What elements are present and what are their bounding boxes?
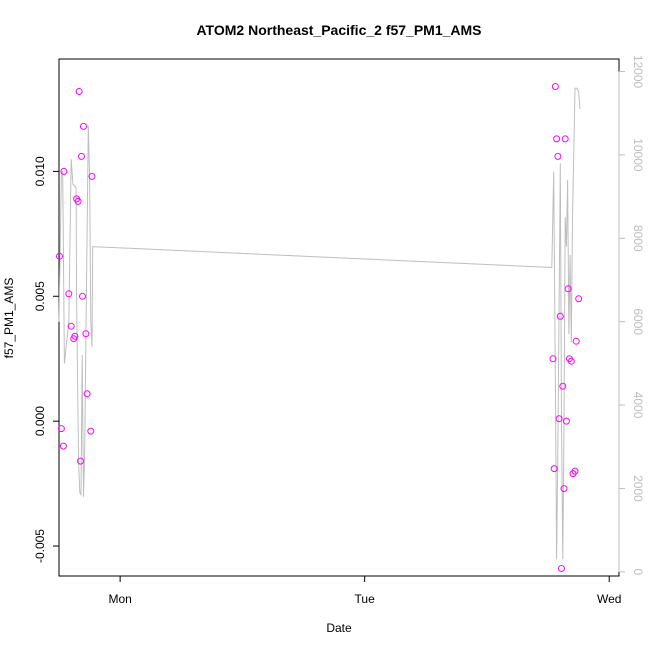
data-point <box>83 390 91 398</box>
data-point <box>78 152 85 160</box>
data-point <box>560 485 568 493</box>
data-point <box>71 332 79 340</box>
y-axis-right: 0 2000 4000 6000 8000 10000 12000 <box>618 55 645 575</box>
data-point <box>551 83 559 90</box>
data-point <box>558 565 565 572</box>
data-point <box>562 417 570 425</box>
data-point <box>550 465 558 473</box>
scatter-series <box>56 83 583 572</box>
data-point <box>554 152 562 160</box>
data-point <box>59 442 67 450</box>
data-point <box>88 172 96 180</box>
data-point <box>553 135 561 143</box>
data-point <box>575 295 583 303</box>
y2-tick-label: 10000 <box>631 138 645 172</box>
y2-tick-label: 0 <box>631 568 645 575</box>
x-tick-label: Tue <box>355 592 376 606</box>
y2-tick-label: 6000 <box>631 308 645 335</box>
data-point <box>561 135 569 143</box>
y-axis-left: -0.005 0.000 0.005 0.010 <box>33 156 60 563</box>
y2-tick-label: 12000 <box>631 55 645 89</box>
data-point <box>567 357 575 365</box>
data-point <box>60 167 68 175</box>
y-tick-label: 0.010 <box>33 156 47 186</box>
y-tick-label: -0.005 <box>33 529 47 563</box>
x-tick-label: Mon <box>108 592 131 606</box>
data-point <box>556 312 564 320</box>
data-point <box>80 122 87 130</box>
data-point <box>82 330 90 338</box>
data-point <box>65 290 73 298</box>
y2-tick-label: 4000 <box>631 392 645 419</box>
data-point <box>77 457 84 465</box>
data-point <box>564 285 572 293</box>
y-tick-label: 0.000 <box>33 406 47 436</box>
data-point <box>75 88 83 95</box>
x-axis: Mon Tue Wed <box>108 575 621 606</box>
data-point <box>549 355 557 363</box>
x-axis-label: Date <box>326 621 352 635</box>
data-point <box>67 322 75 330</box>
data-point <box>572 337 580 345</box>
y-tick-label: 0.005 <box>33 281 47 311</box>
series-line-path <box>58 87 581 560</box>
y-axis-label: f57_PM1_AMS <box>2 278 16 359</box>
data-point <box>56 252 63 260</box>
data-point <box>559 382 567 390</box>
plot-frame <box>58 58 620 577</box>
data-point <box>57 425 65 433</box>
data-point <box>87 427 95 435</box>
chart-title: ATOM2 Northeast_Pacific_2 f57_PM1_AMS <box>196 22 481 38</box>
y2-tick-label: 2000 <box>631 475 645 502</box>
data-point <box>555 415 563 423</box>
data-point <box>74 197 82 205</box>
data-point <box>79 292 86 300</box>
x-tick-label: Wed <box>597 592 621 606</box>
y2-tick-label: 8000 <box>631 225 645 252</box>
data-point <box>571 467 579 475</box>
line-series <box>58 87 581 560</box>
